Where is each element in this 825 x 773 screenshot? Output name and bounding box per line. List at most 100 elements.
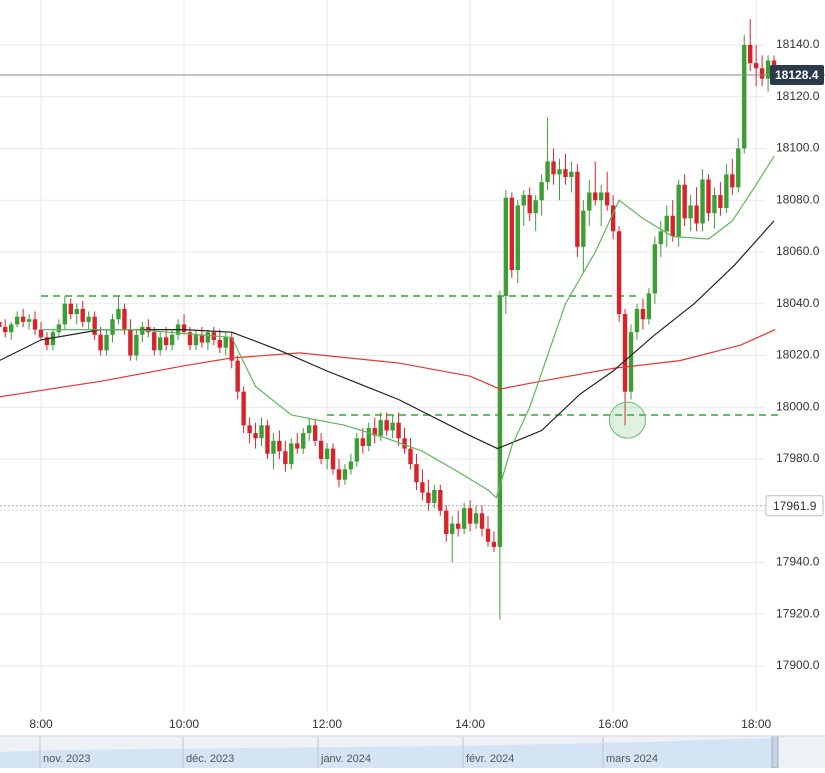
moving-average [0, 220, 775, 450]
candle-body [682, 184, 687, 219]
candle-body [32, 319, 38, 330]
candle-body [277, 440, 282, 452]
candle-body [640, 308, 646, 320]
candle-body [533, 200, 538, 214]
candle-body [622, 314, 628, 392]
candle-body [134, 334, 139, 356]
candle-body [527, 195, 532, 214]
x-tick-label: 14:00 [455, 717, 485, 731]
candle-body [455, 523, 461, 529]
candle-body [473, 513, 479, 524]
candle-body [604, 192, 610, 206]
candle-body [551, 161, 556, 175]
navigator-label: déc. 2023 [186, 753, 234, 765]
candle-body [730, 174, 735, 188]
candle-body [646, 293, 652, 320]
candle-body [742, 45, 747, 149]
candle-body [736, 148, 741, 188]
candle-body [187, 332, 193, 346]
candle-body [545, 161, 550, 183]
y-tick-label: 18100.0 [776, 141, 820, 155]
candle-body [289, 443, 294, 465]
candle-body [461, 508, 467, 529]
y-tick-label: 18040.0 [776, 296, 820, 310]
y-tick-label: 18140.0 [776, 37, 820, 51]
candle-body [497, 295, 503, 547]
candle-body [438, 490, 443, 511]
candle-body [50, 332, 56, 346]
candle-body [86, 316, 91, 322]
candle-body [426, 492, 431, 503]
x-tick-label: 18:00 [741, 717, 771, 731]
candle-body [694, 205, 699, 224]
candle-body [491, 541, 497, 547]
candle-body [342, 469, 348, 480]
candle-body [634, 308, 640, 333]
candle-body [271, 440, 276, 454]
y-tick-label: 18080.0 [776, 192, 820, 206]
candle-body [676, 184, 681, 237]
candle-body [98, 334, 103, 351]
navigator-handle[interactable] [771, 735, 779, 769]
candle-body [408, 448, 413, 465]
candle-body [569, 171, 574, 177]
candle-body [575, 171, 580, 247]
candle-body [706, 179, 711, 214]
navigator-label: févr. 2024 [466, 753, 514, 765]
x-tick-label: 10:00 [169, 717, 199, 731]
candle-body [68, 303, 74, 315]
candle-body [384, 420, 389, 431]
candle-body [312, 425, 318, 441]
candle-body [450, 523, 455, 534]
candle-body [467, 508, 473, 524]
candle-body [670, 215, 675, 237]
candle-body [301, 433, 306, 449]
candle-body [104, 334, 109, 351]
candle-body [247, 425, 252, 434]
candle-body [563, 169, 568, 177]
candle-body [283, 451, 288, 465]
x-tick-label: 12:00 [312, 717, 342, 731]
candle-body [229, 337, 234, 361]
candle-body [753, 63, 759, 69]
candle-body [700, 179, 705, 224]
candle-body [241, 391, 246, 426]
candle-body [759, 68, 765, 79]
candle-body [181, 324, 187, 333]
candle-body [509, 197, 515, 271]
y-tick-label: 18020.0 [776, 348, 820, 362]
candle-body [539, 182, 544, 201]
candle-body [503, 197, 509, 296]
moving-average [41, 155, 775, 499]
candle-body [253, 433, 258, 439]
y-tick-label: 18060.0 [776, 244, 820, 258]
marker-price-box [765, 495, 824, 517]
y-tick-label: 17900.0 [776, 658, 820, 672]
candle-body [92, 316, 97, 335]
candle-body [318, 440, 324, 459]
candle-body [610, 205, 616, 232]
candle-body [390, 422, 395, 431]
candle-body [414, 464, 419, 483]
candle-body [587, 192, 592, 211]
candle-body [432, 490, 437, 503]
candle-body [140, 327, 145, 335]
candle-body [354, 438, 360, 462]
candle-body [62, 303, 68, 325]
y-tick-label: 18120.0 [776, 89, 820, 103]
navigator-label: mars 2024 [606, 753, 658, 765]
candle-body [26, 319, 32, 322]
last-price-box [770, 65, 824, 86]
candle-body [485, 528, 491, 542]
candle-body [265, 425, 270, 454]
candle-body [193, 334, 199, 346]
navigator-label: janv. 2024 [320, 753, 371, 765]
candle-body [366, 427, 371, 447]
candle-body [652, 244, 658, 294]
candle-body [593, 192, 598, 201]
candle-body [217, 339, 222, 348]
candle-body [360, 438, 366, 447]
candle-body [306, 425, 312, 434]
candle-body [718, 195, 723, 209]
